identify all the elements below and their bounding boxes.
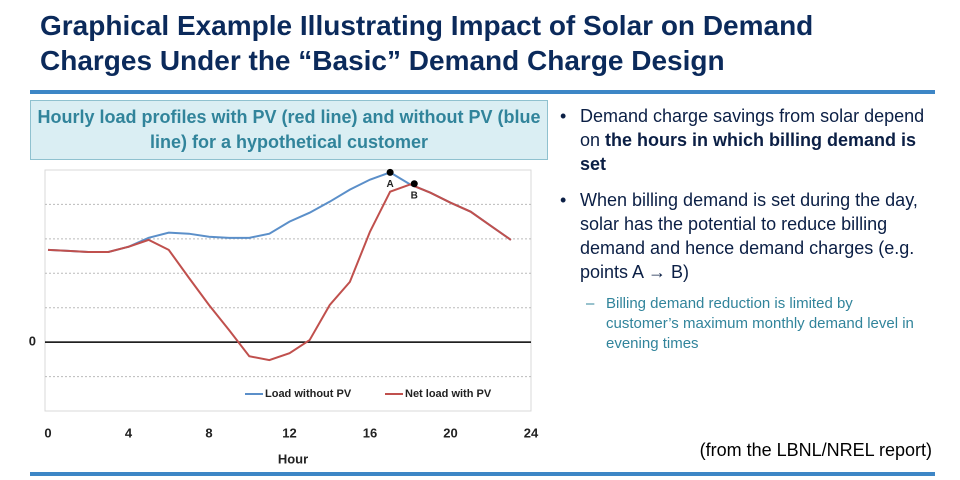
annotation-label: A: [387, 179, 394, 190]
annotation-label: B: [411, 190, 418, 201]
source-note: (from the LBNL/NREL report): [699, 440, 932, 460]
x-tick-label: 12: [282, 425, 296, 440]
sub-bullet: Billing demand reduction is limited by c…: [580, 294, 928, 354]
series-line: [47, 183, 512, 362]
x-tick-label: 0: [44, 425, 51, 440]
annotation-point: [386, 168, 394, 176]
annotation-point: [410, 180, 418, 188]
x-tick-label: 8: [205, 425, 212, 440]
bullet-text: When billing demand is set during the da…: [580, 190, 918, 282]
bottom-rule: [30, 472, 935, 476]
bullet-bold: the hours in which billing demand is set: [580, 130, 917, 174]
title-rule: [30, 90, 935, 94]
bullet-list: Demand charge savings from solar depend …: [558, 104, 928, 366]
chart-subtitle: Hourly load profiles with PV (red line) …: [30, 100, 548, 160]
x-axis-label: Hour: [278, 451, 308, 466]
y-tick-label: 0: [29, 334, 36, 349]
subtitle-text: Hourly load profiles with PV (red line) …: [37, 107, 541, 152]
sub-bullet-text: Billing demand reduction is limited by c…: [606, 295, 914, 352]
bullet: Demand charge savings from solar depend …: [558, 104, 928, 176]
slide-title: Graphical Example Illustrating Impact of…: [40, 10, 814, 76]
x-tick-label: 20: [443, 425, 457, 440]
legend-label: Load without PV: [265, 388, 352, 400]
legend-label: Net load with PV: [405, 388, 492, 400]
x-tick-label: 24: [524, 425, 539, 440]
x-tick-label: 4: [125, 425, 133, 440]
plot-frame: [44, 169, 532, 412]
bullet-text: Demand charge savings from solar depend …: [580, 106, 925, 150]
series-line: [47, 171, 512, 253]
x-tick-label: 16: [363, 425, 377, 440]
bullet: When billing demand is set during the da…: [558, 188, 928, 354]
